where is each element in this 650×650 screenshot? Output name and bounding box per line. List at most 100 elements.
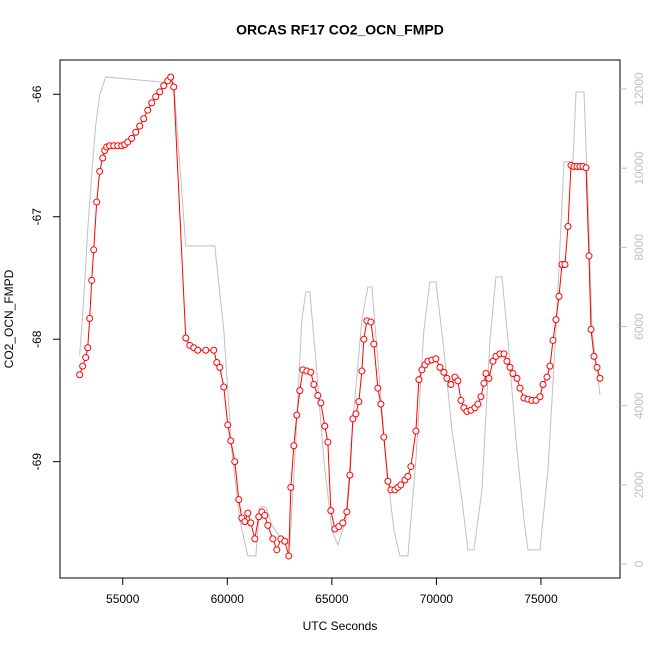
data-point	[231, 458, 239, 466]
data-point	[287, 483, 295, 491]
data-point	[536, 393, 544, 401]
y-tick-label: -69	[30, 453, 44, 471]
data-point	[482, 369, 490, 377]
data-point	[349, 415, 357, 423]
data-point	[454, 377, 462, 385]
data-point	[582, 164, 590, 172]
y-tick-label: -67	[30, 208, 44, 226]
data-point	[432, 355, 440, 363]
data-point	[247, 519, 255, 527]
data-point	[293, 411, 301, 419]
series-line	[79, 76, 601, 557]
data-point	[543, 373, 551, 381]
data-point	[443, 374, 451, 382]
data-point	[585, 252, 593, 260]
data-point	[552, 316, 560, 324]
data-point	[549, 336, 557, 344]
data-point	[506, 363, 514, 371]
data-point	[407, 463, 415, 471]
data-point	[539, 381, 547, 389]
data-point	[220, 383, 228, 391]
data-point	[324, 438, 332, 446]
data-point	[367, 318, 375, 326]
data-point	[339, 519, 347, 527]
data-point	[241, 518, 249, 526]
data-point	[235, 496, 243, 504]
data-point	[224, 421, 232, 429]
y-tick-label: -66	[30, 85, 44, 103]
data-point	[370, 340, 378, 348]
data-point	[79, 362, 87, 370]
y-axis-label: CO2_OCN_FMPD	[2, 269, 16, 368]
data-point	[352, 410, 360, 418]
data-point	[321, 422, 329, 430]
data-point	[290, 442, 298, 450]
data-point	[314, 392, 322, 400]
y2-tick-label: 10000	[632, 151, 646, 185]
data-point	[436, 363, 444, 371]
data-point	[546, 362, 554, 370]
data-point	[296, 387, 304, 395]
data-point	[343, 508, 351, 516]
data-point	[244, 509, 252, 517]
x-axis-label: UTC Seconds	[303, 619, 378, 633]
data-point	[182, 334, 190, 342]
data-point	[307, 368, 315, 376]
data-point	[415, 376, 423, 384]
y2-tick-label: 6000	[632, 313, 646, 340]
data-point	[261, 512, 269, 520]
data-point	[210, 346, 218, 354]
data-point	[317, 399, 325, 407]
data-point	[170, 83, 178, 91]
data-point	[202, 346, 210, 354]
data-point	[140, 115, 148, 123]
data-point	[160, 82, 168, 90]
data-point	[555, 292, 563, 300]
data-point	[477, 393, 485, 401]
data-point	[509, 369, 517, 377]
data-point	[264, 521, 272, 529]
data-point	[194, 346, 202, 354]
series-line	[79, 76, 601, 557]
y2-tick-label: 12000	[632, 72, 646, 106]
data-point	[593, 363, 601, 371]
data-point	[412, 427, 420, 435]
data-point	[561, 261, 569, 269]
data-point	[93, 198, 101, 206]
data-point	[503, 357, 511, 365]
data-point	[489, 357, 497, 365]
data-point	[590, 352, 598, 360]
y2-tick-label: 8000	[632, 234, 646, 261]
data-point	[148, 99, 156, 107]
data-point	[440, 368, 448, 376]
data-point	[128, 134, 136, 142]
data-point	[377, 400, 385, 408]
data-point	[227, 437, 235, 445]
data-point	[355, 398, 363, 406]
data-point	[76, 371, 84, 379]
x-tick-label: 55000	[106, 592, 140, 606]
data-point	[216, 363, 224, 371]
data-point	[397, 481, 405, 489]
data-point	[269, 535, 277, 543]
y2-tick-label: 4000	[632, 392, 646, 419]
data-point	[474, 400, 482, 408]
data-point	[281, 537, 289, 545]
chart-title: ORCAS RF17 CO2_OCN_FMPD	[236, 22, 444, 38]
data-point	[285, 552, 293, 560]
data-point	[480, 379, 488, 387]
data-point	[384, 477, 392, 485]
data-point	[500, 350, 508, 358]
data-point	[273, 546, 281, 554]
data-point	[144, 106, 152, 114]
data-point	[213, 358, 221, 366]
data-point	[152, 93, 160, 101]
data-point	[167, 73, 175, 81]
data-point	[404, 472, 412, 480]
y-tick-label: -68	[30, 330, 44, 348]
data-point	[596, 374, 604, 382]
data-point	[136, 122, 144, 130]
data-point	[156, 88, 164, 96]
x-tick-label: 65000	[315, 592, 349, 606]
